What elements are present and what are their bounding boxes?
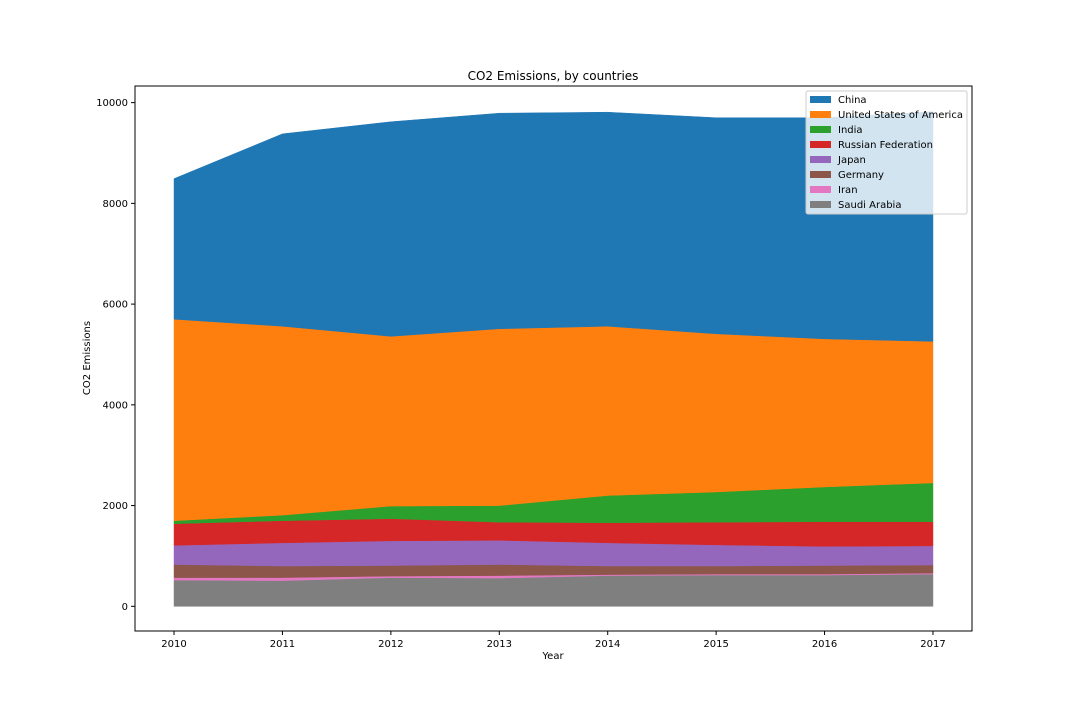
x-axis: 2010 2011 2012 2013 2014 2015 2016 2017 — [161, 631, 946, 650]
legend-label-russian-federation: Russian Federation — [838, 140, 933, 151]
area-china — [173, 111, 934, 342]
legend-swatch-saudi-arabia — [810, 201, 831, 208]
y-tick-label: 0 — [122, 602, 128, 613]
chart-title: CO2 Emissions, by countries — [468, 69, 639, 83]
area-layer — [173, 111, 934, 607]
legend-swatch-russian-federation — [810, 141, 831, 148]
y-axis: 0 2000 4000 6000 8000 10000 — [96, 98, 135, 613]
x-tick-label: 2013 — [487, 639, 512, 650]
y-axis-label: CO2 Emissions — [82, 321, 93, 395]
legend-label-saudi-arabia: Saudi Arabia — [838, 200, 901, 211]
x-tick-label: 2015 — [703, 639, 728, 650]
plot-frame — [134, 85, 973, 632]
y-tick-label: 2000 — [103, 501, 128, 512]
x-tick-label: 2012 — [378, 639, 403, 650]
legend-swatch-iran — [810, 186, 831, 193]
x-tick-label: 2014 — [595, 639, 620, 650]
y-tick-label: 10000 — [96, 98, 128, 109]
y-tick-label: 6000 — [103, 300, 128, 311]
legend-label-japan: Japan — [837, 155, 866, 166]
x-tick-label: 2010 — [161, 639, 186, 650]
legend-swatch-japan — [810, 156, 831, 163]
legend-swatch-united-states-of-america — [810, 111, 831, 118]
legend-label-germany: Germany — [838, 170, 884, 181]
legend-label-china: China — [838, 95, 867, 106]
legend-label-iran: Iran — [838, 185, 858, 196]
x-tick-label: 2016 — [812, 639, 837, 650]
x-tick-label: 2017 — [920, 639, 945, 650]
x-axis-label: Year — [541, 651, 564, 662]
legend-box — [805, 90, 968, 215]
legend: China United States of America India Russia… — [805, 90, 968, 215]
legend-swatch-india — [810, 126, 831, 133]
legend-swatch-germany — [810, 171, 831, 178]
y-tick-label: 4000 — [103, 400, 128, 411]
legend-label-india: India — [838, 125, 863, 136]
legend-label-united-states-of-america: United States of America — [838, 110, 963, 121]
x-tick-label: 2011 — [270, 639, 295, 650]
legend-swatch-china — [810, 96, 831, 103]
y-tick-label: 8000 — [103, 199, 128, 210]
